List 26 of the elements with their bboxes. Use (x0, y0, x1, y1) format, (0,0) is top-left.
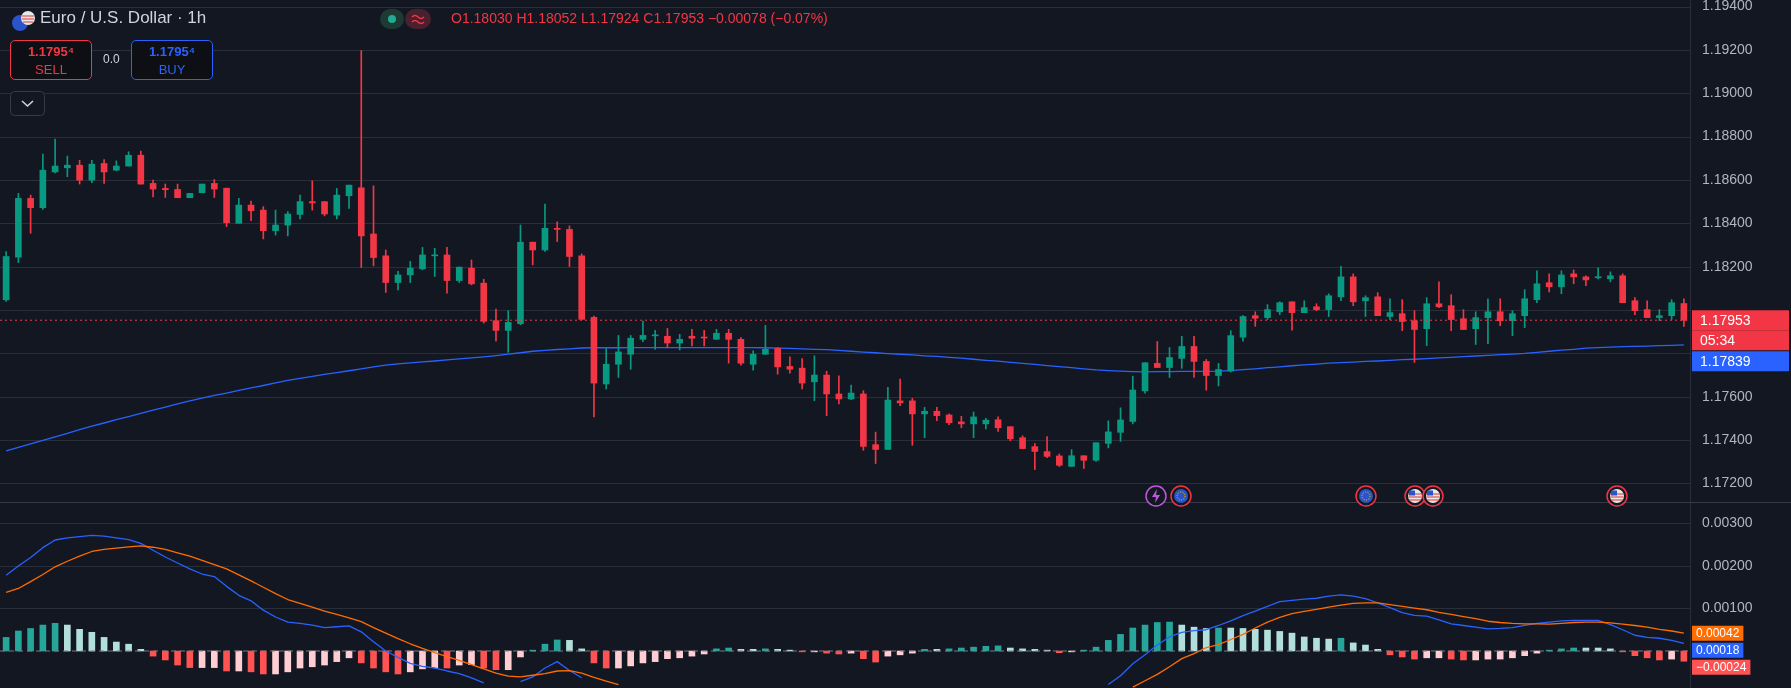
y-tick-label: 1.17600 (1702, 387, 1753, 404)
annotation: 1.1795⁴ (148, 44, 196, 59)
chart-title: Euro / U.S. Dollar · 1h (40, 8, 207, 28)
text: 1.17839 (1700, 353, 1751, 370)
y-tick-label: 1.17400 (1702, 430, 1753, 447)
annotation: 1.1795⁴ (27, 44, 75, 59)
y-tick-label: 1.18200 (1702, 257, 1753, 274)
y-tick-label: 0.00100 (1702, 599, 1753, 616)
y-tick-label: 1.18800 (1702, 127, 1753, 144)
y-tick-label: 1.19000 (1702, 84, 1753, 101)
y-tick-label: 1.19200 (1702, 40, 1753, 57)
buy-button: 1.1795⁴ BUY (131, 40, 213, 80)
y-tick-label: 1.17200 (1702, 474, 1753, 491)
text: 0.00042 (1696, 626, 1740, 641)
text: 05:34 (1700, 332, 1736, 349)
y-tick-label: 0.00200 (1702, 556, 1753, 573)
text: −0.00024 (1696, 660, 1747, 675)
y-tick-label: 1.19400 (1702, 0, 1753, 14)
y-tick-label: 0.00300 (1702, 514, 1753, 531)
y-tick-label: 1.18600 (1702, 170, 1753, 187)
y-tick-label: 1.18400 (1702, 214, 1753, 231)
ref-line-label: 1.17953 (1700, 312, 1751, 329)
text: O1.18030 H1.18052 L1.17924 C1.17953 −0.00078 (−0.07%) (451, 10, 828, 26)
annotation: 0.0 (103, 52, 120, 66)
text: 0.00018 (1696, 643, 1740, 658)
sell-button: 1.1795⁴ SELL (10, 40, 92, 80)
